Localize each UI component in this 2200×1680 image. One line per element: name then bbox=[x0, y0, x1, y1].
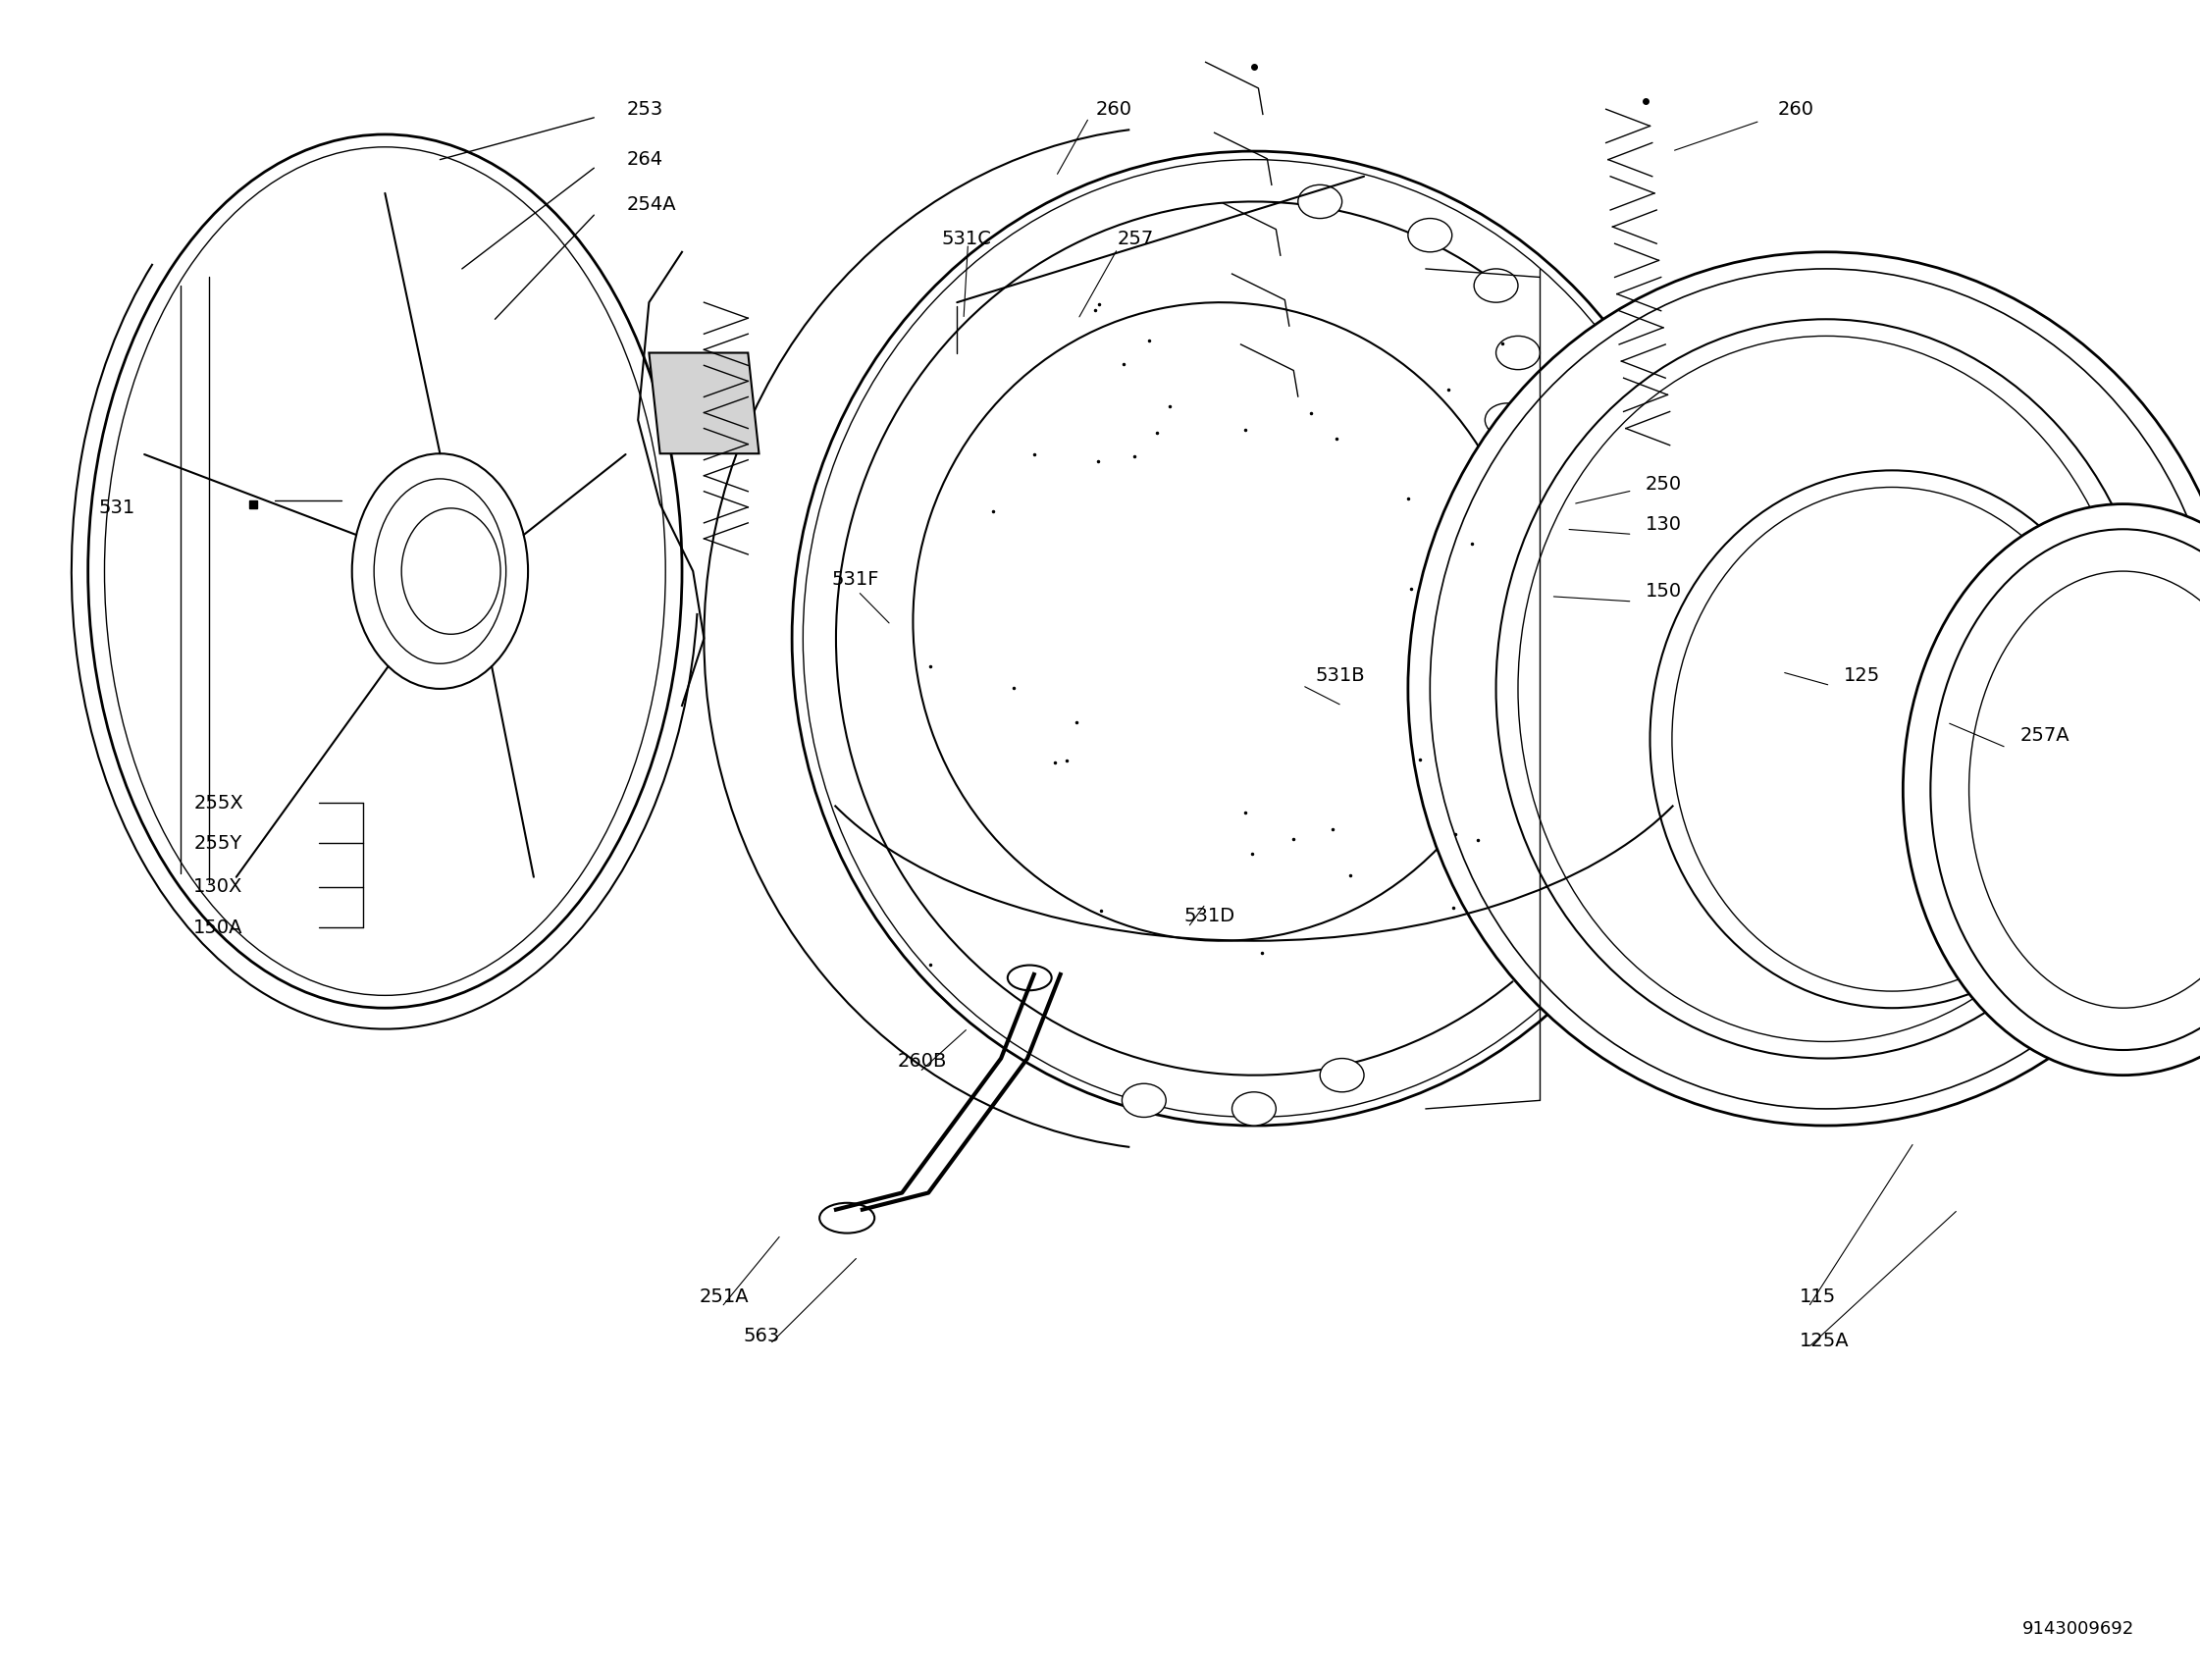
Ellipse shape bbox=[88, 134, 682, 1008]
Text: 531D: 531D bbox=[1184, 906, 1234, 926]
Circle shape bbox=[1232, 1092, 1276, 1126]
Text: 125A: 125A bbox=[1800, 1331, 1850, 1351]
Circle shape bbox=[1474, 269, 1518, 302]
Text: 130: 130 bbox=[1646, 514, 1683, 534]
Text: 130X: 130X bbox=[194, 877, 242, 897]
Text: 260: 260 bbox=[1778, 99, 1815, 119]
Text: 260B: 260B bbox=[898, 1052, 946, 1072]
Text: 531F: 531F bbox=[832, 570, 880, 590]
Text: 257A: 257A bbox=[2020, 726, 2070, 746]
Text: 264: 264 bbox=[627, 150, 664, 170]
Polygon shape bbox=[649, 353, 759, 454]
Circle shape bbox=[1122, 1084, 1166, 1117]
Ellipse shape bbox=[1496, 319, 2156, 1058]
Text: 563: 563 bbox=[744, 1326, 781, 1346]
Text: 531C: 531C bbox=[942, 228, 992, 249]
Text: 531B: 531B bbox=[1316, 665, 1366, 685]
Text: 125: 125 bbox=[1844, 665, 1881, 685]
Text: 531: 531 bbox=[99, 497, 136, 517]
Circle shape bbox=[1298, 185, 1342, 218]
Ellipse shape bbox=[1650, 470, 2134, 1008]
Ellipse shape bbox=[792, 151, 1716, 1126]
Ellipse shape bbox=[352, 454, 528, 689]
Ellipse shape bbox=[1408, 252, 2200, 1126]
Text: 9143009692: 9143009692 bbox=[2022, 1620, 2134, 1638]
Circle shape bbox=[1485, 403, 1529, 437]
Text: 255X: 255X bbox=[194, 793, 244, 813]
Text: 255Y: 255Y bbox=[194, 833, 242, 853]
Text: 250: 250 bbox=[1646, 474, 1683, 494]
Circle shape bbox=[1320, 1058, 1364, 1092]
Text: 254A: 254A bbox=[627, 195, 678, 215]
Text: 257: 257 bbox=[1118, 228, 1155, 249]
Circle shape bbox=[1408, 218, 1452, 252]
Ellipse shape bbox=[818, 1203, 876, 1233]
Ellipse shape bbox=[1903, 504, 2200, 1075]
Text: 253: 253 bbox=[627, 99, 664, 119]
Circle shape bbox=[1496, 336, 1540, 370]
Text: 251A: 251A bbox=[700, 1287, 750, 1307]
Text: 260: 260 bbox=[1096, 99, 1133, 119]
Text: 150A: 150A bbox=[194, 917, 244, 937]
Ellipse shape bbox=[1008, 964, 1052, 991]
Text: 150: 150 bbox=[1646, 581, 1683, 601]
Ellipse shape bbox=[400, 507, 499, 635]
Text: 115: 115 bbox=[1800, 1287, 1837, 1307]
Ellipse shape bbox=[374, 479, 506, 664]
